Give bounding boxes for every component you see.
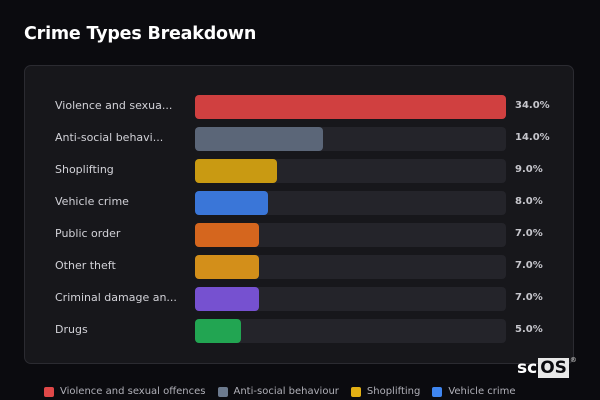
percent-value: 14.0% bbox=[515, 132, 550, 143]
scos-logo: sc OS ® bbox=[517, 356, 577, 378]
percent-value: 34.0% bbox=[515, 100, 550, 111]
percent-value: 9.0% bbox=[515, 164, 543, 175]
bar-track bbox=[195, 287, 506, 311]
bar[interactable] bbox=[195, 95, 506, 119]
registered-mark: ® bbox=[569, 356, 577, 364]
chart-legend: Violence and sexual offences Anti-social … bbox=[44, 386, 516, 397]
legend-item[interactable]: Shoplifting bbox=[350, 386, 421, 397]
category-label: Criminal damage an... bbox=[55, 291, 177, 304]
bar[interactable] bbox=[195, 127, 324, 151]
legend-item[interactable]: Vehicle crime bbox=[432, 386, 516, 397]
chart-row: Violence and sexua... 34.0% bbox=[25, 95, 575, 119]
chart-card: Violence and sexua... 34.0% Anti-social be… bbox=[24, 65, 574, 364]
bar[interactable] bbox=[195, 191, 269, 215]
chart-row: Drugs 5.0% bbox=[25, 319, 575, 343]
percent-value: 5.0% bbox=[515, 324, 543, 335]
logo-text-sc: sc bbox=[517, 358, 538, 378]
category-label: Anti-social behavi... bbox=[55, 131, 164, 144]
bar-track bbox=[195, 127, 506, 151]
legend-item[interactable]: Violence and sexual offences bbox=[44, 386, 206, 397]
bar-track bbox=[195, 223, 506, 247]
category-label: Other theft bbox=[55, 259, 116, 272]
bar-track bbox=[195, 191, 506, 215]
category-label: Public order bbox=[55, 227, 121, 240]
category-label: Shoplifting bbox=[55, 163, 114, 176]
percent-value: 7.0% bbox=[515, 292, 543, 303]
category-label: Violence and sexua... bbox=[55, 99, 173, 112]
legend-swatch bbox=[44, 386, 54, 397]
bar-track bbox=[195, 159, 506, 183]
chart-row: Criminal damage an... 7.0% bbox=[25, 287, 575, 311]
chart-row: Shoplifting 9.0% bbox=[25, 159, 575, 183]
bar-track bbox=[195, 95, 506, 119]
chart-row: Anti-social behavi... 14.0% bbox=[25, 127, 575, 151]
legend-label: Anti-social behaviour bbox=[233, 386, 339, 397]
page-title: Crime Types Breakdown bbox=[24, 24, 257, 44]
bar[interactable] bbox=[195, 223, 260, 247]
legend-label: Shoplifting bbox=[366, 386, 421, 397]
legend-swatch bbox=[432, 386, 443, 397]
bar[interactable] bbox=[195, 255, 260, 279]
legend-swatch bbox=[350, 386, 361, 397]
legend-item[interactable]: Anti-social behaviour bbox=[217, 386, 339, 397]
legend-swatch bbox=[217, 386, 228, 397]
chart-row: Other theft 7.0% bbox=[25, 255, 575, 279]
percent-value: 7.0% bbox=[515, 228, 543, 239]
bar-track bbox=[195, 255, 506, 279]
logo-text-os: OS bbox=[538, 358, 569, 378]
bar[interactable] bbox=[195, 159, 278, 183]
chart-row: Public order 7.0% bbox=[25, 223, 575, 247]
bar[interactable] bbox=[195, 319, 241, 343]
legend-label: Vehicle crime bbox=[448, 386, 516, 397]
percent-value: 8.0% bbox=[515, 196, 543, 207]
bar-track bbox=[195, 319, 506, 343]
category-label: Vehicle crime bbox=[55, 195, 129, 208]
bar[interactable] bbox=[195, 287, 260, 311]
percent-value: 7.0% bbox=[515, 260, 543, 271]
category-label: Drugs bbox=[55, 323, 88, 336]
chart-row: Vehicle crime 8.0% bbox=[25, 191, 575, 215]
legend-label: Violence and sexual offences bbox=[60, 386, 206, 397]
